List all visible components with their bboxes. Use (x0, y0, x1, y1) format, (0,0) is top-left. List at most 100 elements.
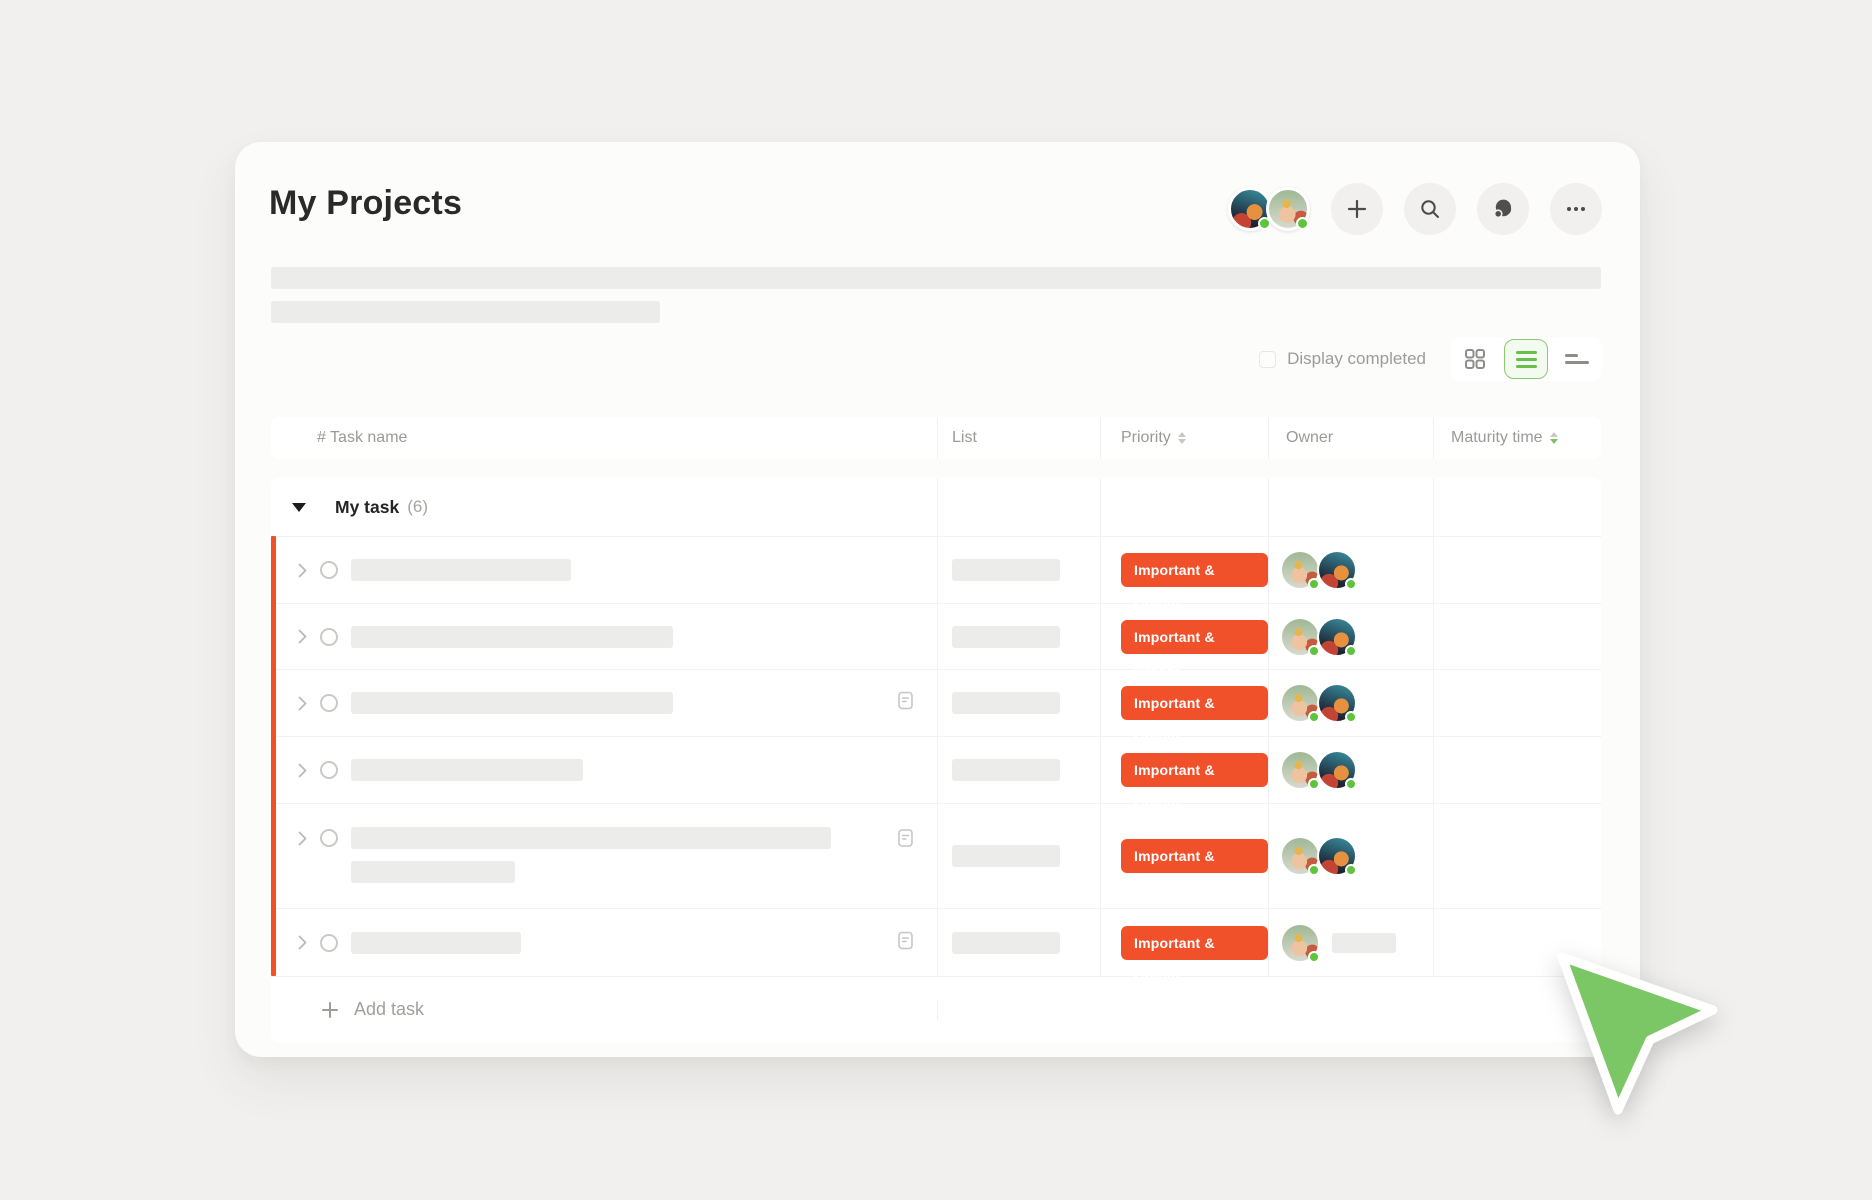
online-status-dot (1308, 711, 1320, 723)
owner-avatar[interactable] (1280, 836, 1320, 876)
note-icon[interactable] (898, 691, 913, 715)
note-icon[interactable] (898, 931, 913, 954)
compact-list-icon (1565, 354, 1589, 364)
owner-avatar[interactable] (1280, 616, 1320, 657)
owner-avatar[interactable] (1280, 683, 1320, 723)
priority-badge[interactable]: Important & Urgent (1121, 619, 1268, 679)
expand-chevron-icon[interactable] (298, 935, 307, 950)
expand-chevron-icon[interactable] (298, 563, 307, 578)
priority-badge[interactable]: Important & Urgent (1121, 839, 1268, 898)
online-status-dot (1345, 778, 1357, 790)
search-button[interactable] (1404, 183, 1456, 235)
chat-icon (1493, 199, 1512, 219)
task-row[interactable]: Important & Urgent (271, 603, 1601, 679)
projects-card: My Projects (235, 142, 1640, 1057)
column-label: List (952, 429, 977, 446)
column-label: # Task name (317, 429, 408, 446)
priority-badge[interactable]: Important & Urgent (1121, 925, 1268, 985)
sort-icon[interactable] (1549, 432, 1558, 444)
collapse-caret-icon[interactable] (292, 502, 306, 512)
search-icon (1421, 200, 1439, 218)
page-title: My Projects (269, 184, 463, 222)
column-label: Owner (1286, 429, 1334, 446)
note-icon[interactable] (898, 829, 913, 852)
online-status-dot (1345, 578, 1357, 590)
column-label: Priority (1121, 429, 1171, 446)
online-status-dot (1308, 778, 1320, 790)
avatar[interactable] (1266, 187, 1310, 231)
task-name-skeleton (351, 692, 673, 714)
more-button[interactable] (1550, 183, 1602, 235)
chat-button[interactable] (1477, 183, 1529, 235)
task-table-body: My task (6) Important & Urgent (271, 478, 1601, 1042)
grid-view-button[interactable] (1460, 344, 1490, 374)
priority-color-strip (271, 536, 276, 976)
sort-icon[interactable] (1177, 432, 1186, 444)
task-row[interactable]: Important & Urgent (271, 736, 1601, 812)
priority-badge[interactable]: Important & Urgent (1121, 686, 1268, 745)
expand-chevron-icon[interactable] (298, 763, 307, 778)
task-complete-circle[interactable] (320, 829, 338, 847)
task-row[interactable]: Important & Urgent (271, 908, 1601, 985)
expand-chevron-icon[interactable] (298, 696, 307, 711)
avatar[interactable] (1228, 187, 1272, 231)
add-task-row[interactable]: Add task (271, 976, 1601, 1042)
compact-view-button[interactable] (1562, 344, 1592, 374)
priority-badge[interactable]: Important & Urgent (1121, 753, 1268, 812)
owner-name-skeleton (1332, 932, 1396, 953)
display-completed-checkbox[interactable] (1259, 350, 1277, 368)
owner-avatar[interactable] (1317, 750, 1357, 790)
owner-avatar[interactable] (1317, 616, 1357, 657)
list-icon (1515, 350, 1537, 368)
task-row[interactable]: Important & Urgent (271, 803, 1601, 908)
header-actions (1228, 183, 1602, 235)
group-label: My task (335, 496, 400, 517)
owner-avatar[interactable] (1280, 750, 1320, 790)
display-completed-toggle[interactable]: Display completed (1259, 349, 1426, 369)
owner-avatar[interactable] (1280, 550, 1320, 590)
owner-avatar[interactable] (1317, 683, 1357, 723)
task-complete-circle[interactable] (320, 561, 338, 579)
online-status-dot (1308, 950, 1320, 963)
task-row[interactable]: Important & Urgent (271, 669, 1601, 745)
online-status-dot (1345, 644, 1357, 657)
list-skeleton (952, 625, 1060, 648)
online-status-dot (1308, 644, 1320, 657)
priority-badge[interactable]: Important & Urgent (1121, 553, 1268, 612)
online-status-dot (1345, 864, 1357, 876)
grid-icon (1465, 349, 1485, 369)
view-switcher (1450, 337, 1602, 381)
online-status-dot (1296, 217, 1309, 230)
task-name-skeleton (351, 625, 673, 648)
owner-avatar[interactable] (1317, 550, 1357, 590)
list-skeleton (952, 559, 1060, 581)
member-avatars (1228, 187, 1310, 231)
description-skeleton-line-1 (271, 267, 1601, 289)
owner-avatar[interactable] (1317, 836, 1357, 876)
column-header-task: # Task name (271, 417, 938, 459)
plus-icon (322, 1001, 338, 1018)
ellipsis-icon (1567, 207, 1585, 211)
display-completed-label: Display completed (1287, 349, 1426, 368)
task-row[interactable]: Important & Urgent (271, 536, 1601, 612)
task-name-skeleton (351, 827, 831, 849)
column-header-maturity[interactable]: Maturity time (1434, 417, 1601, 459)
group-count: (6) (407, 497, 428, 516)
list-skeleton (952, 692, 1060, 714)
task-complete-circle[interactable] (320, 761, 338, 779)
expand-chevron-icon[interactable] (298, 831, 307, 846)
description-skeleton-line-2 (271, 301, 660, 323)
list-view-button[interactable] (1504, 339, 1548, 379)
task-complete-circle[interactable] (320, 694, 338, 712)
owner-avatar[interactable] (1280, 922, 1320, 963)
column-header-priority[interactable]: Priority (1101, 417, 1269, 459)
list-skeleton (952, 931, 1060, 954)
column-label: Maturity time (1451, 429, 1543, 446)
online-status-dot (1258, 217, 1271, 230)
column-header-owner: Owner (1269, 417, 1434, 459)
task-complete-circle[interactable] (320, 933, 338, 952)
task-name-skeleton (351, 931, 521, 954)
expand-chevron-icon[interactable] (298, 629, 307, 644)
task-complete-circle[interactable] (320, 627, 338, 646)
add-member-button[interactable] (1331, 183, 1383, 235)
